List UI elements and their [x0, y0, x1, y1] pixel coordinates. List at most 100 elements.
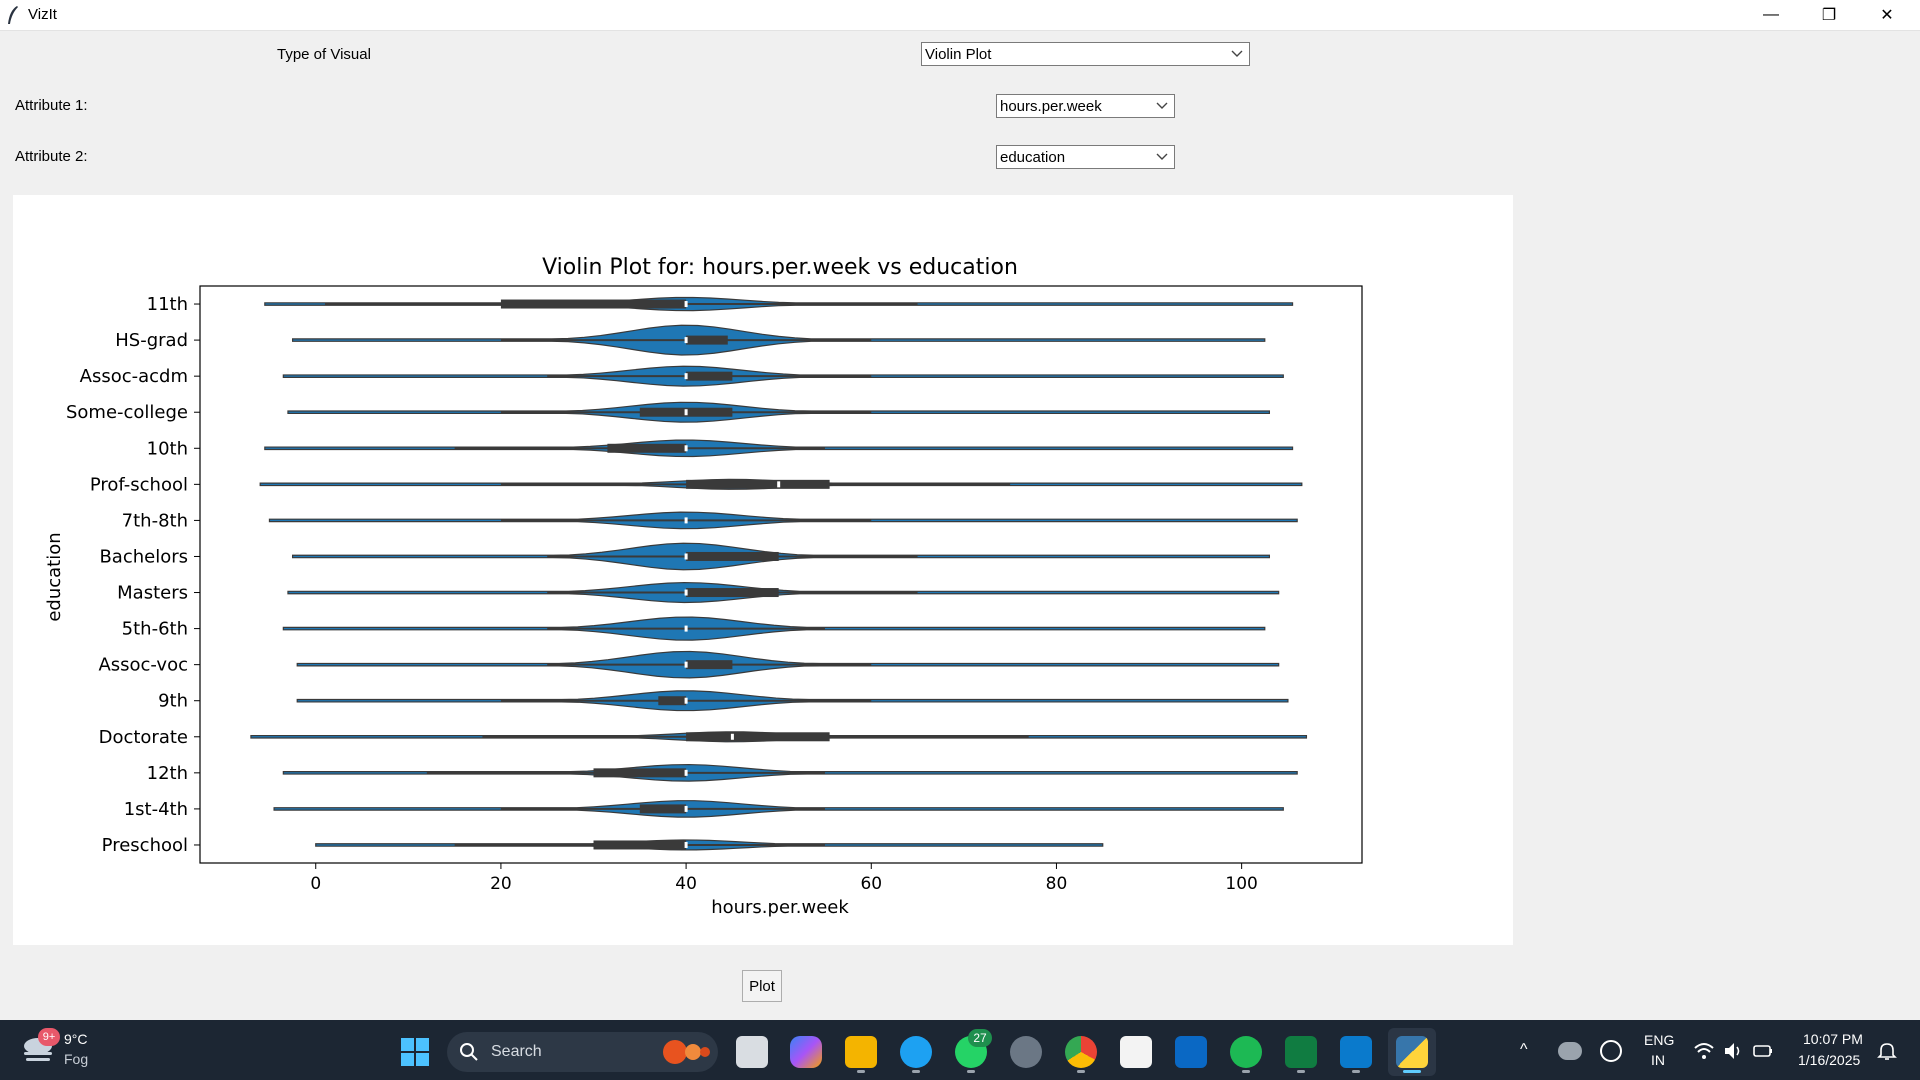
x-tick-label: 80	[1046, 874, 1068, 894]
visual-type-select[interactable]: Violin Plot	[921, 42, 1250, 66]
quick-settings-button[interactable]	[1693, 1040, 1715, 1062]
task-view-button[interactable]	[736, 1036, 768, 1068]
violin-median	[684, 625, 688, 632]
visual-type-value: Violin Plot	[925, 46, 992, 63]
store-button[interactable]	[1120, 1036, 1152, 1068]
file-explorer-button[interactable]	[845, 1036, 877, 1068]
minimize-button[interactable]: —	[1742, 0, 1800, 30]
y-tick-label: HS-grad	[115, 330, 188, 351]
sync-icon[interactable]	[1600, 1040, 1622, 1062]
notifications-button[interactable]	[1876, 1040, 1898, 1062]
plot-button[interactable]: Plot	[742, 970, 782, 1002]
violin-iqr-box	[686, 551, 779, 561]
y-tick-label: Some-college	[66, 402, 188, 423]
violin-iqr-box	[593, 768, 687, 778]
y-tick-label: 9th	[158, 691, 188, 712]
search-placeholder: Search	[491, 1043, 542, 1060]
volume-icon[interactable]	[1722, 1040, 1744, 1062]
x-tick-label: 100	[1225, 874, 1257, 894]
y-tick-label: Masters	[117, 583, 188, 604]
violin-median	[684, 517, 688, 524]
python-button[interactable]	[1396, 1036, 1428, 1068]
violin-median	[684, 301, 688, 308]
violin-iqr-box	[686, 479, 830, 489]
window-title: VizIt	[28, 6, 57, 23]
feather-icon	[8, 6, 18, 24]
start-icon	[401, 1038, 429, 1066]
restore-icon: ❐	[1821, 7, 1837, 24]
taskbar-search[interactable]: Search	[447, 1032, 718, 1072]
close-icon: ✕	[1880, 7, 1894, 24]
violin-median	[684, 373, 688, 380]
violin-iqr-box	[639, 804, 687, 814]
attribute2-value: education	[1000, 149, 1066, 166]
settings-button[interactable]	[1010, 1036, 1042, 1068]
chevron-down-icon	[1156, 102, 1168, 109]
y-tick-label: 7th-8th	[122, 510, 188, 531]
clock-time[interactable]: 10:07 PM	[1803, 1031, 1863, 1047]
spotify-button[interactable]	[1230, 1036, 1262, 1068]
violin-median	[684, 805, 688, 812]
violin-iqr-box	[686, 588, 779, 598]
show-hidden-icons-button[interactable]: ^	[1520, 1041, 1540, 1061]
violin-median	[684, 769, 688, 776]
running-indicator	[912, 1070, 920, 1073]
y-tick-label: Doctorate	[99, 727, 188, 748]
y-tick-label: 12th	[147, 763, 188, 784]
start-button[interactable]	[399, 1036, 431, 1068]
language-top[interactable]: ENG	[1644, 1032, 1675, 1048]
onedrive-icon[interactable]	[1558, 1042, 1582, 1060]
search-highlight-icon	[663, 1040, 710, 1064]
x-tick-label: 40	[675, 874, 697, 894]
visual-type-label: Type of Visual	[277, 46, 371, 63]
wifi-icon	[1694, 1043, 1714, 1059]
maximize-button[interactable]: ❐	[1800, 0, 1858, 30]
violin-iqr-box	[500, 299, 687, 309]
violin-median	[777, 481, 781, 488]
running-indicator	[967, 1070, 975, 1073]
close-button[interactable]: ✕	[1858, 0, 1916, 30]
bell-icon	[1877, 1043, 1897, 1060]
plot-frame	[199, 285, 1363, 864]
chart-title: Violin Plot for: hours.per.week vs educa…	[542, 255, 1018, 280]
violin-median	[684, 697, 688, 704]
attribute1-label: Attribute 1:	[15, 97, 88, 114]
running-indicator	[857, 1070, 865, 1073]
running-indicator	[1242, 1070, 1250, 1073]
copilot-button[interactable]	[790, 1036, 822, 1068]
x-tick-label: 20	[490, 874, 512, 894]
violin-iqr-box	[686, 660, 733, 670]
attribute1-select[interactable]: hours.per.week	[996, 94, 1175, 118]
violin-iqr-box	[686, 335, 728, 345]
violin-median	[684, 409, 688, 416]
y-tick-label: 1st-4th	[124, 799, 188, 820]
clock-date[interactable]: 1/16/2025	[1798, 1052, 1861, 1068]
running-indicator	[1077, 1070, 1085, 1073]
attribute2-select[interactable]: education	[996, 145, 1175, 169]
chrome-button[interactable]	[1065, 1036, 1097, 1068]
weather-temp: 9°C	[64, 1031, 88, 1047]
y-tick-label: Preschool	[102, 835, 188, 856]
y-tick-label: Prof-school	[90, 474, 188, 495]
chevron-down-icon	[1156, 153, 1168, 160]
edge-button[interactable]	[900, 1036, 932, 1068]
violin-median	[684, 841, 688, 848]
running-indicator	[1297, 1070, 1305, 1073]
whatsapp-badge: 27	[968, 1029, 992, 1047]
news-button[interactable]	[1175, 1036, 1207, 1068]
x-tick-label: 60	[860, 874, 882, 894]
violin-median	[730, 733, 734, 740]
battery-icon[interactable]	[1752, 1040, 1774, 1062]
excel-button[interactable]	[1285, 1036, 1317, 1068]
y-axis-label: education	[44, 532, 65, 621]
x-axis-label: hours.per.week	[711, 897, 849, 918]
vscode-button[interactable]	[1340, 1036, 1372, 1068]
y-tick-label: 10th	[147, 438, 188, 459]
y-tick-label: Bachelors	[99, 546, 188, 567]
search-icon	[460, 1043, 478, 1061]
y-tick-label: Assoc-voc	[98, 655, 188, 676]
chevron-down-icon	[1231, 50, 1243, 57]
running-indicator-active	[1403, 1070, 1421, 1073]
violin-chart: Violin Plot for: hours.per.week vs educa…	[44, 255, 1363, 918]
violin-iqr-box	[607, 443, 687, 453]
